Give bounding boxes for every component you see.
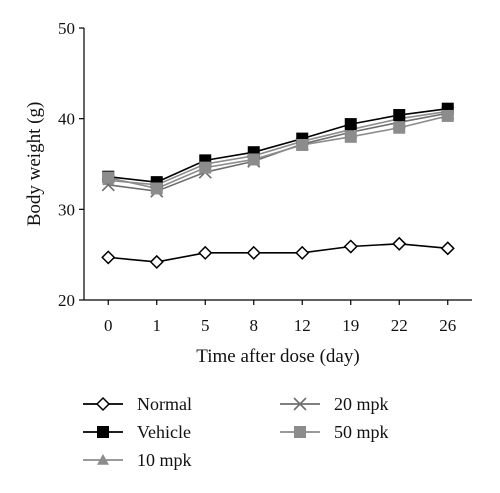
x-tick-label: 0 — [104, 316, 113, 335]
data-point-50-mpk — [393, 121, 406, 134]
data-point-normal — [343, 239, 358, 254]
x-tick-label: 26 — [439, 316, 456, 335]
data-point-normal — [246, 245, 261, 260]
series-line-50-mpk — [108, 115, 448, 190]
y-tick-label: 50 — [58, 19, 75, 38]
x-tick-label: 8 — [250, 316, 259, 335]
legend-marker-normal — [95, 396, 111, 412]
data-point-normal — [149, 254, 164, 269]
data-point-normal — [392, 236, 407, 251]
legend-marker-20-mpk — [293, 397, 307, 411]
data-point-50-mpk — [199, 161, 212, 174]
data-point-normal — [198, 245, 213, 260]
x-tick-label: 19 — [342, 316, 359, 335]
data-point-50-mpk — [247, 153, 260, 166]
legend-label-vehicle: Vehicle — [137, 422, 191, 442]
data-point-50-mpk — [296, 138, 309, 151]
y-tick-label: 40 — [58, 110, 75, 129]
data-point-50-mpk — [150, 182, 163, 195]
series-line-normal — [108, 242, 448, 263]
data-point-normal — [295, 245, 310, 260]
data-point-50-mpk — [102, 171, 115, 184]
y-axis-title: Body weight (g) — [24, 102, 45, 227]
x-tick-label: 22 — [391, 316, 408, 335]
data-point-normal — [101, 250, 116, 265]
legend-marker-10-mpk — [97, 454, 109, 465]
x-tick-label: 12 — [294, 316, 311, 335]
series-line-vehicle — [108, 107, 448, 183]
data-point-vehicle — [344, 118, 357, 131]
x-axis-title: Time after dose (day) — [196, 346, 359, 367]
legend-label-20-mpk: 20 mpk — [334, 394, 389, 414]
x-tick-label: 5 — [201, 316, 210, 335]
data-point-vehicle — [393, 109, 406, 122]
data-point-50-mpk — [344, 130, 357, 143]
series-line-10-mpk — [108, 110, 448, 186]
data-point-normal — [440, 241, 455, 256]
data-point-50-mpk — [441, 109, 454, 122]
x-tick-label: 1 — [153, 316, 162, 335]
legend-marker-vehicle — [97, 426, 109, 438]
legend-label-10-mpk: 10 mpk — [137, 450, 192, 470]
legend-label-50-mpk: 50 mpk — [334, 422, 389, 442]
y-tick-label: 30 — [58, 200, 75, 219]
y-tick-label: 20 — [58, 291, 75, 310]
legend-marker-50-mpk — [294, 426, 306, 438]
legend-label-normal: Normal — [137, 394, 192, 414]
